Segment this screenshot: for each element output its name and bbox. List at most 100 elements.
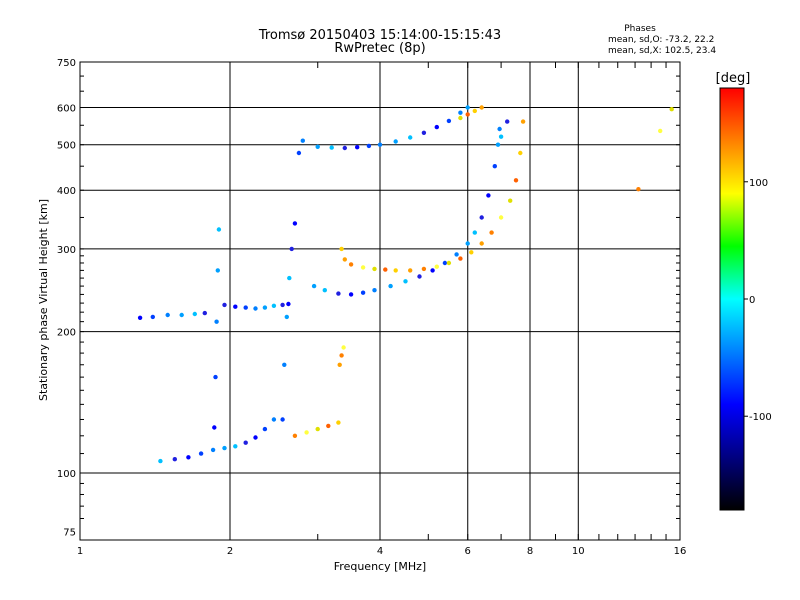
y-tick-label: 750: [57, 58, 76, 69]
data-point-O: [495, 142, 501, 147]
data-point-O: [329, 145, 334, 150]
data-point-X: [513, 178, 519, 183]
data-point-O: [300, 138, 305, 143]
data-point-O: [497, 126, 502, 132]
data-point-X: [498, 215, 504, 220]
data-point-O: [215, 268, 220, 273]
data-point-O: [192, 311, 197, 317]
data-point-O: [202, 310, 207, 316]
data-point-O: [222, 302, 227, 308]
data-point-O: [243, 440, 248, 445]
y-tick-label: 300: [57, 245, 76, 256]
data-point-O: [233, 304, 238, 309]
data-point-O: [348, 292, 354, 297]
data-point-O: [492, 164, 497, 169]
data-point-O: [186, 455, 191, 460]
data-point-O: [315, 144, 320, 149]
data-point-X: [489, 230, 494, 235]
data-point-X: [518, 150, 523, 156]
y-tick-label: 75: [63, 528, 76, 539]
x-tick-label: 1: [77, 546, 83, 557]
data-point-O: [417, 274, 422, 279]
data-point-O: [372, 288, 377, 293]
data-point-X: [479, 241, 484, 246]
data-point-O: [284, 314, 289, 320]
colorbar-tick-label: 0: [749, 295, 755, 306]
x-tick-label: 16: [674, 546, 687, 557]
data-point-O: [233, 444, 238, 449]
data-point-X: [434, 264, 439, 269]
x-tick-label: 10: [572, 546, 585, 557]
data-point-O: [172, 457, 177, 462]
data-point-O: [360, 290, 366, 295]
data-point-O: [458, 110, 463, 115]
phases-x-stats: mean, sd,X: 102.5, 23.4: [608, 46, 716, 56]
data-point-O: [212, 425, 217, 430]
data-point-X: [458, 256, 463, 261]
data-point-O: [158, 458, 163, 464]
data-point-X: [458, 115, 463, 121]
data-point-X: [465, 112, 470, 117]
data-point-X: [469, 250, 474, 255]
data-point-O: [393, 139, 398, 144]
data-point-O: [421, 130, 427, 135]
data-point-O: [377, 142, 383, 147]
data-point-O: [388, 283, 393, 289]
phases-title: Phases: [624, 24, 656, 34]
x-tick-label: 8: [527, 546, 533, 557]
y-tick-label: 200: [57, 328, 76, 339]
data-point-X: [372, 266, 377, 272]
data-point-O: [137, 315, 143, 320]
data-point-X: [360, 265, 366, 270]
data-point-O: [472, 230, 477, 235]
data-point-O: [322, 288, 327, 293]
data-point-O: [253, 435, 258, 440]
colorbar-tick-label: -100: [749, 412, 772, 423]
data-point-O: [454, 252, 459, 257]
x-tick-label: 4: [377, 546, 383, 557]
y-tick-label: 600: [57, 104, 76, 115]
data-point-O: [311, 283, 317, 289]
data-point-O: [434, 124, 439, 130]
data-point-O: [486, 193, 491, 198]
data-point-O: [465, 241, 470, 246]
data-point-O: [342, 145, 347, 151]
data-point-X: [520, 119, 526, 124]
data-point-O: [498, 134, 504, 139]
data-point-O: [479, 215, 484, 220]
colorbar: [deg] 100 0 -100: [716, 71, 772, 511]
data-point-X: [472, 108, 477, 114]
data-point-O: [286, 301, 291, 307]
y-tick-label: 400: [57, 186, 76, 197]
data-point-X: [337, 362, 342, 367]
data-point-O: [198, 451, 204, 456]
colorbar-tick-label: 100: [749, 178, 768, 189]
x-axis-label: Frequency [MHz]: [334, 560, 426, 573]
x-tick-label: 2: [227, 546, 233, 557]
data-point-X: [383, 267, 388, 272]
data-point-O: [150, 314, 155, 320]
data-point-X: [508, 198, 513, 203]
data-point-X: [304, 430, 309, 435]
chart-title: Tromsø 20150403 15:14:00-15:15:43: [258, 28, 501, 43]
data-point-X: [341, 345, 346, 350]
data-point-X: [636, 187, 641, 192]
data-point-O: [282, 362, 287, 367]
data-point-X: [339, 353, 344, 358]
data-point-O: [222, 445, 227, 451]
data-point-O: [296, 150, 302, 156]
data-point-O: [465, 105, 470, 110]
data-point-X: [339, 246, 344, 252]
x-tick-label: 6: [465, 546, 471, 557]
chart-subtitle: RwPretec (8p): [334, 41, 425, 56]
data-point-X: [421, 266, 427, 272]
data-point-O: [505, 119, 510, 124]
data-point-O: [366, 143, 372, 149]
data-point-O: [355, 145, 360, 150]
data-point-O: [213, 374, 218, 380]
data-point-O: [253, 306, 258, 311]
data-point-X: [446, 260, 452, 266]
data-point-O: [271, 303, 277, 308]
data-point-X: [342, 257, 347, 262]
y-tick-label: 500: [57, 141, 76, 152]
